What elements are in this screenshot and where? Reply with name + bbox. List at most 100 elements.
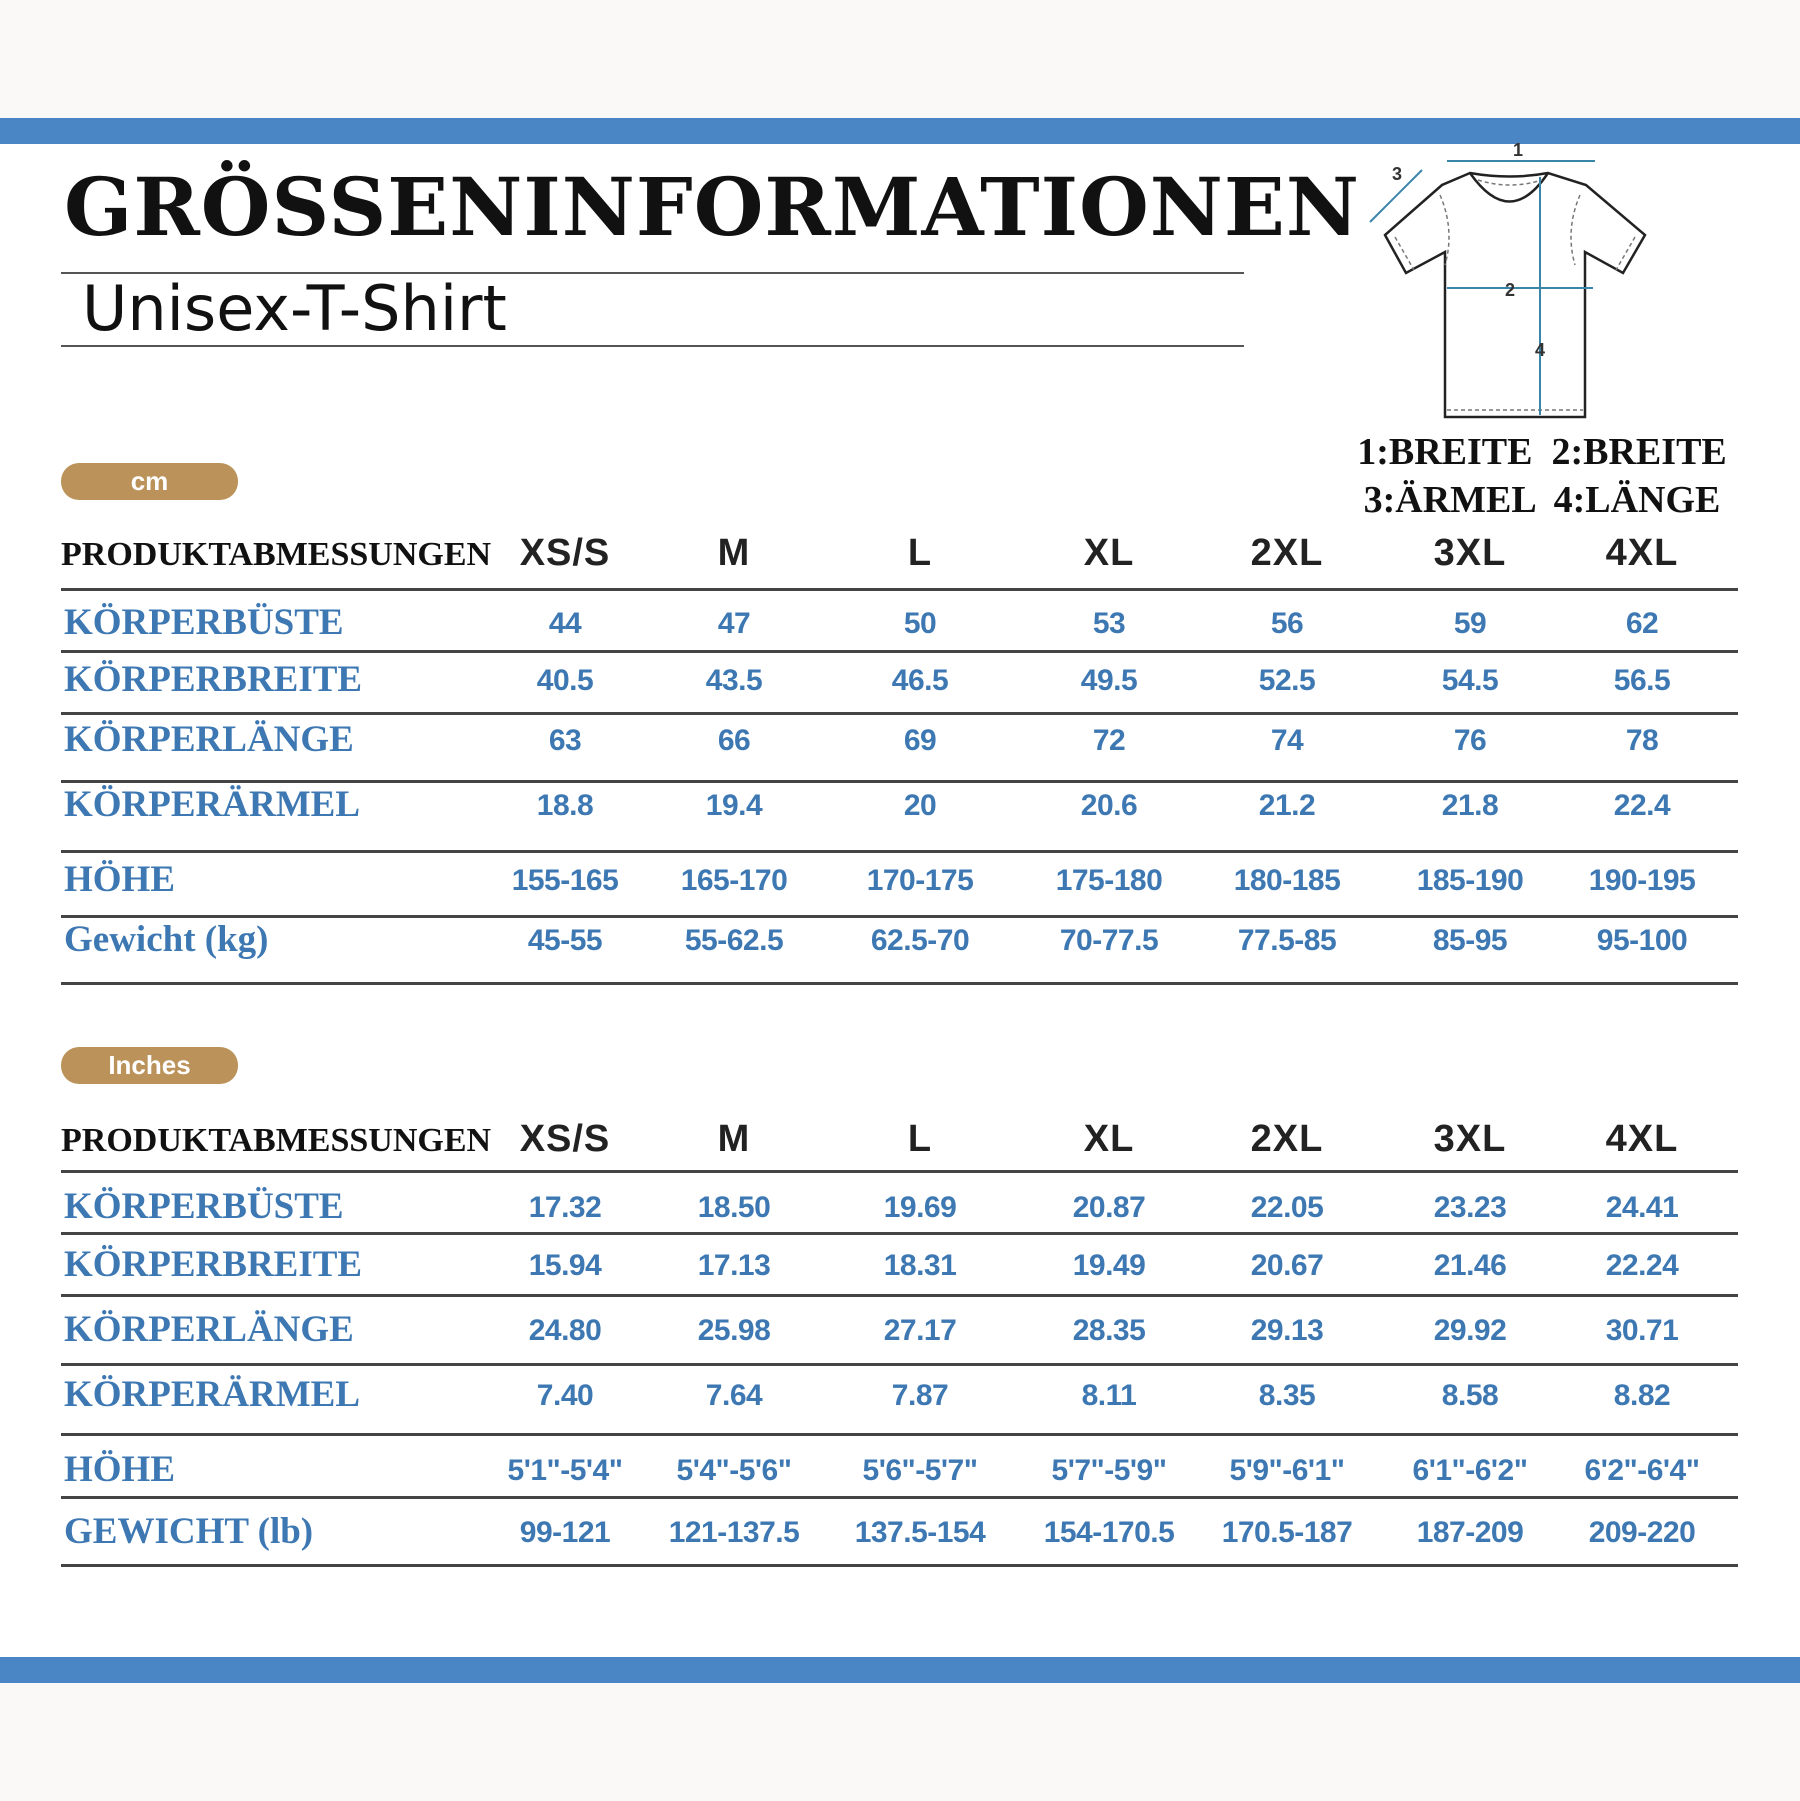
table-cell: 59 <box>1453 607 1487 640</box>
table-cell: 155-165 <box>511 864 619 897</box>
table-cell: 24.41 <box>1605 1191 1679 1224</box>
diagram-legend-line-1: 1:BREITE 2:BREITE <box>1357 431 1727 473</box>
table-cell: 44 <box>548 607 582 640</box>
row-divider <box>61 982 1738 985</box>
table-cell: 137.5-154 <box>854 1516 986 1549</box>
table-cell: 21.46 <box>1433 1249 1507 1282</box>
size-header: 3XL <box>1433 1118 1507 1160</box>
size-header: 4XL <box>1605 532 1679 574</box>
table-cell: 77.5-85 <box>1237 924 1337 957</box>
table-cell: 29.13 <box>1250 1314 1324 1347</box>
table-cell: 66 <box>717 724 751 757</box>
table-cell: 18.50 <box>697 1191 771 1224</box>
table-cell: 49.5 <box>1080 664 1138 697</box>
size-header: L <box>907 1118 933 1160</box>
row-label: KÖRPERLÄNGE <box>64 1309 354 1350</box>
table-cell: 95-100 <box>1596 924 1688 957</box>
table-cell: 8.35 <box>1258 1379 1316 1412</box>
table-cell: 21.8 <box>1441 789 1499 822</box>
table-cell: 170-175 <box>866 864 974 897</box>
table-cell: 40.5 <box>536 664 594 697</box>
table-cell: 62 <box>1625 607 1659 640</box>
table-cell: 17.32 <box>528 1191 602 1224</box>
row-label: KÖRPERÄRMEL <box>64 784 360 825</box>
table-cell: 20.67 <box>1250 1249 1324 1282</box>
chart-sheet <box>0 144 1800 1657</box>
table-cell: 56.5 <box>1613 664 1671 697</box>
table-cell: 19.69 <box>883 1191 957 1224</box>
table-cell: 154-170.5 <box>1043 1516 1175 1549</box>
unit-badge: cm <box>61 463 238 500</box>
table-cell: 20.6 <box>1080 789 1138 822</box>
diagram-number-1: 1 <box>1513 140 1523 160</box>
size-header: L <box>907 532 933 574</box>
row-divider <box>61 780 1738 783</box>
table-cell: 175-180 <box>1055 864 1163 897</box>
row-divider <box>61 1363 1738 1366</box>
table-cell: 180-185 <box>1233 864 1341 897</box>
table-cell: 22.4 <box>1613 789 1671 822</box>
table-cell: 187-209 <box>1416 1516 1524 1549</box>
row-label: KÖRPERBÜSTE <box>64 1186 344 1227</box>
table-cell: 22.05 <box>1250 1191 1324 1224</box>
table-cell: 15.94 <box>528 1249 602 1282</box>
diagram-number-4: 4 <box>1535 340 1545 360</box>
table-cell: 7.64 <box>705 1379 763 1412</box>
table-cell: 20.87 <box>1072 1191 1146 1224</box>
table-cell: 76 <box>1453 724 1487 757</box>
size-header: XS/S <box>519 1118 611 1160</box>
table-cell: 6'2"-6'4" <box>1584 1454 1700 1487</box>
size-header: 2XL <box>1250 1118 1324 1160</box>
size-header: XL <box>1083 532 1135 574</box>
table-cell: 78 <box>1625 724 1659 757</box>
table-cell: 54.5 <box>1441 664 1499 697</box>
table-cell: 85-95 <box>1432 924 1508 957</box>
diagram-legend-line-2: 3:ÄRMEL 4:LÄNGE <box>1363 479 1721 521</box>
table-cell: 46.5 <box>891 664 949 697</box>
table-cell: 50 <box>903 607 937 640</box>
table-cell: 55-62.5 <box>684 924 784 957</box>
table-cell: 69 <box>903 724 937 757</box>
table-cell: 20 <box>903 789 937 822</box>
row-divider <box>61 1232 1738 1235</box>
unit-badge: Inches <box>61 1047 238 1084</box>
size-header: XS/S <box>519 532 611 574</box>
table-cell: 7.87 <box>891 1379 949 1412</box>
row-divider <box>61 850 1738 853</box>
diagram-number-3: 3 <box>1392 164 1402 184</box>
row-divider <box>61 1564 1738 1567</box>
table-cell: 5'9"-6'1" <box>1229 1454 1345 1487</box>
table-cell: 8.11 <box>1081 1379 1137 1412</box>
table-cell: 72 <box>1092 724 1126 757</box>
table-cell: 18.8 <box>536 789 594 822</box>
t-shirt-diagram-icon: 1 2 3 4 <box>1369 140 1647 419</box>
table-cell: 121-137.5 <box>668 1516 800 1549</box>
size-header: 3XL <box>1433 532 1507 574</box>
row-divider <box>61 1170 1738 1173</box>
table-cell: 165-170 <box>680 864 788 897</box>
table-cell: 29.92 <box>1433 1314 1507 1347</box>
table-cell: 6'1"-6'2" <box>1412 1454 1528 1487</box>
table-cell: 28.35 <box>1072 1314 1146 1347</box>
table-cell: 52.5 <box>1258 664 1316 697</box>
table-cell: 185-190 <box>1416 864 1524 897</box>
size-header: 2XL <box>1250 532 1324 574</box>
table-cell: 25.98 <box>697 1314 771 1347</box>
table-cell: 45-55 <box>527 924 603 957</box>
table-cell: 21.2 <box>1258 789 1316 822</box>
table-cell: 5'1"-5'4" <box>507 1454 623 1487</box>
row-label: HÖHE <box>64 1449 176 1490</box>
row-label: KÖRPERBREITE <box>64 1244 363 1285</box>
row-divider <box>61 1294 1738 1297</box>
table-cell: 5'6"-5'7" <box>862 1454 978 1487</box>
row-label: GEWICHT (lb) <box>64 1511 314 1552</box>
table-cell: 70-77.5 <box>1059 924 1159 957</box>
table-cell: 5'4"-5'6" <box>676 1454 792 1487</box>
table-cell: 27.17 <box>883 1314 957 1347</box>
table-cell: 8.82 <box>1613 1379 1671 1412</box>
table-cell: 18.31 <box>883 1249 957 1282</box>
table-cell: 63 <box>548 724 582 757</box>
divider <box>61 345 1244 347</box>
top-band <box>0 118 1800 144</box>
row-label: KÖRPERBÜSTE <box>64 602 344 643</box>
